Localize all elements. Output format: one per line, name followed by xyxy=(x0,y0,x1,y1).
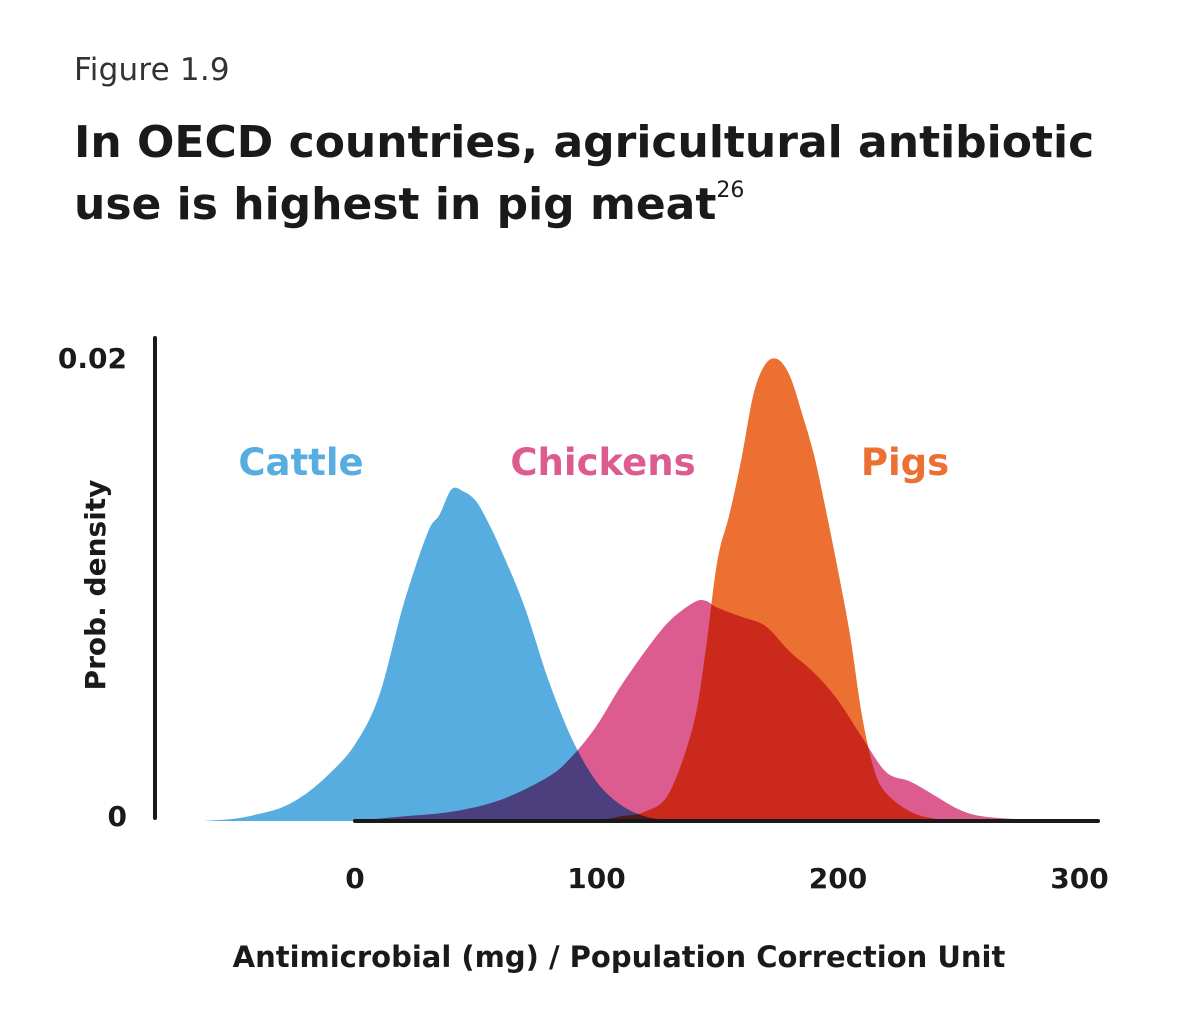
x-tick-0: 0 xyxy=(345,862,364,895)
x-tick-200: 200 xyxy=(809,862,867,895)
x-tick-labels: 0 100 200 300 xyxy=(345,862,1108,895)
y-tick-0-02: 0.02 xyxy=(58,342,127,375)
figure-title: In OECD countries, agricultural antibiot… xyxy=(74,112,1134,236)
y-axis-label: Prob. density xyxy=(79,480,112,691)
x-tick-300: 300 xyxy=(1050,862,1108,895)
series-label-chickens: Chickens xyxy=(510,441,695,484)
area-cattle xyxy=(202,487,694,821)
density-areas xyxy=(202,358,1080,821)
area-pigs xyxy=(596,358,959,821)
x-axis-label: Antimicrobial (mg) / Population Correcti… xyxy=(233,940,1006,974)
series-label-pigs: Pigs xyxy=(861,441,949,484)
figure-title-reference: 26 xyxy=(716,178,745,203)
series-labels: Cattle Chickens Pigs xyxy=(238,441,949,484)
figure-title-text: In OECD countries, agricultural antibiot… xyxy=(74,117,1095,230)
y-tick-labels: 00.02 xyxy=(58,342,127,833)
figure-label: Figure 1.9 xyxy=(74,52,230,88)
x-tick-100: 100 xyxy=(567,862,625,895)
series-label-cattle: Cattle xyxy=(238,441,363,484)
y-tick-0: 0 xyxy=(108,800,127,833)
